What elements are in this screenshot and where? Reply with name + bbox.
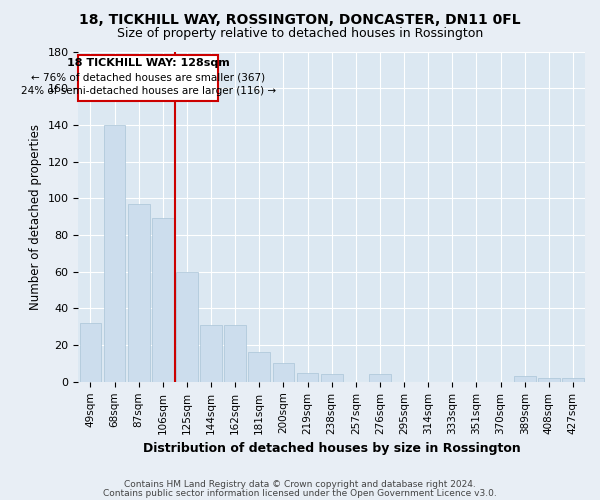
Bar (296, 372, 319, 382)
Text: ← 76% of detached houses are smaller (367): ← 76% of detached houses are smaller (36… (31, 72, 265, 82)
Bar (272, 364, 294, 382)
Bar (104, 125, 125, 382)
Bar (321, 374, 343, 382)
Bar (176, 272, 198, 382)
Bar (248, 352, 270, 382)
Bar (224, 325, 246, 382)
Text: 18 TICKHILL WAY: 128sqm: 18 TICKHILL WAY: 128sqm (67, 58, 230, 68)
Text: Contains public sector information licensed under the Open Government Licence v3: Contains public sector information licen… (103, 488, 497, 498)
Bar (369, 374, 391, 382)
Y-axis label: Number of detached properties: Number of detached properties (29, 124, 42, 310)
X-axis label: Distribution of detached houses by size in Rossington: Distribution of detached houses by size … (143, 442, 521, 455)
Bar (538, 378, 560, 382)
Bar (152, 218, 173, 382)
Bar (514, 376, 536, 382)
Text: Size of property relative to detached houses in Rossington: Size of property relative to detached ho… (117, 28, 483, 40)
Bar (80, 323, 101, 382)
Bar (200, 325, 222, 382)
Text: 24% of semi-detached houses are larger (116) →: 24% of semi-detached houses are larger (… (21, 86, 276, 96)
FancyBboxPatch shape (79, 55, 218, 101)
Bar (128, 204, 149, 382)
Bar (562, 378, 584, 382)
Text: Contains HM Land Registry data © Crown copyright and database right 2024.: Contains HM Land Registry data © Crown c… (124, 480, 476, 489)
Text: 18, TICKHILL WAY, ROSSINGTON, DONCASTER, DN11 0FL: 18, TICKHILL WAY, ROSSINGTON, DONCASTER,… (79, 12, 521, 26)
